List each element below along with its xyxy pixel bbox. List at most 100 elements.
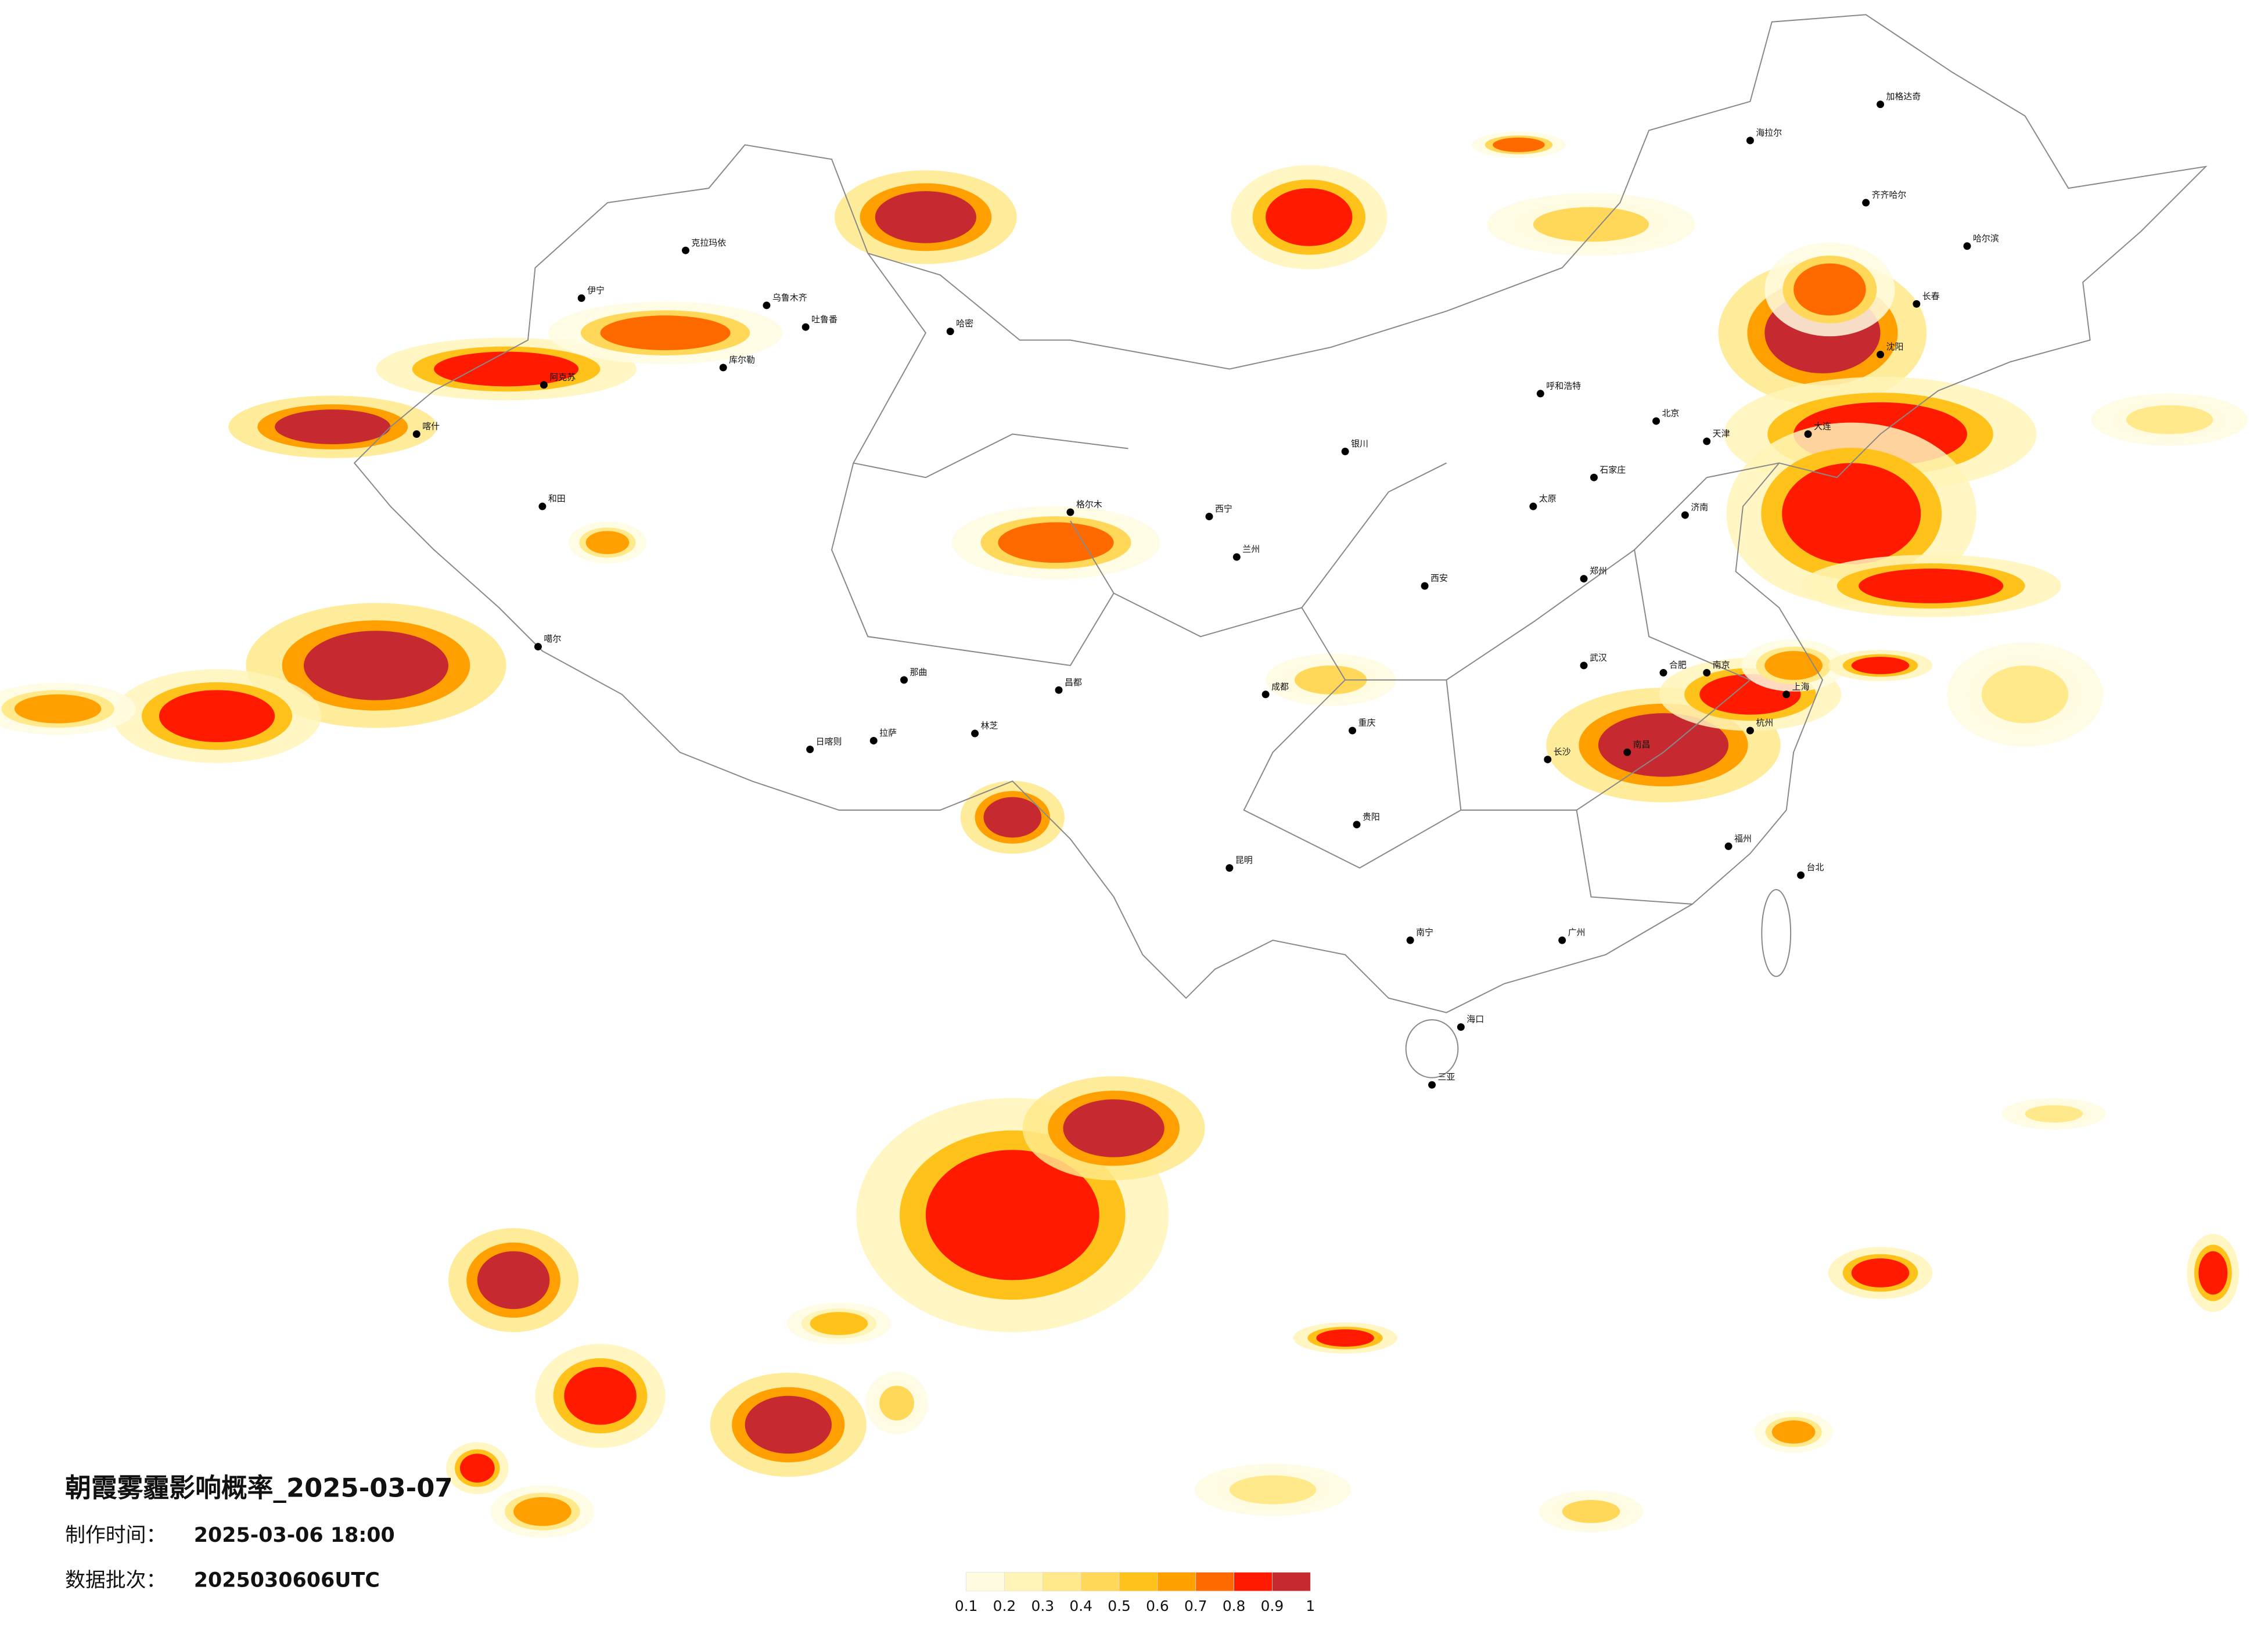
province-borders	[831, 253, 1780, 905]
city-dot	[1055, 686, 1063, 694]
city-label: 上海	[1792, 681, 1810, 692]
heat-core	[2025, 1105, 2083, 1123]
city-dot	[1782, 690, 1791, 699]
heat-core	[1598, 713, 1729, 777]
batch-value: 2025030606UTC	[194, 1569, 380, 1592]
heat-core	[1851, 1258, 1910, 1287]
city-label: 三亚	[1437, 1072, 1455, 1082]
heat-core	[303, 631, 449, 700]
city-label: 哈尔滨	[1973, 233, 1999, 243]
city-label: 喀什	[422, 421, 440, 431]
city-label: 长春	[1922, 291, 1940, 301]
city-label: 长沙	[1554, 746, 1571, 757]
city-dot	[1353, 821, 1361, 829]
batch-label: 数据批次：	[65, 1569, 166, 1592]
city-label: 乌鲁木齐	[772, 292, 807, 303]
city-label: 石家庄	[1600, 465, 1626, 475]
legend-tick-label: 1	[1306, 1598, 1315, 1614]
city-dot	[1225, 864, 1234, 872]
city-dot	[1797, 871, 1805, 879]
city-dot	[763, 301, 771, 310]
city-dot	[1421, 582, 1429, 590]
heat-core	[983, 797, 1042, 838]
city-dot	[540, 381, 548, 389]
city-label: 兰州	[1242, 544, 1260, 555]
heat-core	[564, 1366, 637, 1425]
city-dot	[1261, 690, 1270, 699]
city-dot	[1746, 726, 1754, 735]
legend-swatch	[1234, 1572, 1273, 1592]
legend-swatch	[1272, 1572, 1311, 1592]
city-dot	[534, 643, 542, 651]
city-dot	[869, 737, 878, 744]
legend-swatch	[1004, 1572, 1043, 1592]
city-label: 那曲	[910, 667, 927, 677]
city-label: 伊宁	[587, 285, 605, 296]
city-dot	[1558, 936, 1566, 944]
heat-core	[879, 1386, 914, 1420]
city-dot	[1529, 502, 1537, 510]
city-dot	[1703, 437, 1711, 445]
city-label: 昌都	[1065, 677, 1082, 688]
city-label: 福州	[1734, 833, 1752, 844]
heat-core	[159, 690, 275, 742]
heat-core	[1771, 1420, 1816, 1444]
city-dot	[1580, 661, 1588, 670]
city-dot	[1659, 668, 1667, 677]
heat-core	[513, 1497, 572, 1526]
city-label: 西宁	[1215, 503, 1232, 514]
city-dot	[1066, 508, 1074, 516]
city-label: 南京	[1713, 660, 1730, 670]
city-dot	[1746, 136, 1754, 145]
heat-core	[1493, 137, 1545, 152]
city-label: 大连	[1814, 421, 1831, 431]
city-dot	[1652, 417, 1660, 425]
city-dot	[1724, 842, 1733, 850]
city-dot	[1349, 726, 1357, 735]
legend-tick-label: 0.6	[1146, 1598, 1169, 1614]
heat-core	[1851, 657, 1910, 674]
legend-swatch	[1157, 1572, 1196, 1592]
city-label: 库尔勒	[729, 354, 755, 365]
city-label: 西安	[1430, 573, 1448, 584]
legend-tick-label: 0.7	[1184, 1598, 1207, 1614]
city-label: 克拉玛依	[691, 238, 726, 248]
heat-core	[585, 531, 630, 555]
city-dot	[719, 364, 727, 372]
city-label: 格尔木	[1076, 499, 1102, 510]
city-dot	[1580, 575, 1588, 583]
city-label: 哈密	[956, 318, 973, 329]
hainan-border	[1405, 1019, 1459, 1078]
heat-core	[1533, 207, 1649, 242]
city-dot	[1590, 473, 1598, 481]
heat-core	[2198, 1251, 2228, 1295]
city-dot	[946, 328, 954, 336]
city-dot	[1681, 511, 1689, 519]
city-label: 日喀则	[816, 736, 842, 747]
city-label: 海拉尔	[1756, 127, 1782, 138]
city-label: 广州	[1568, 927, 1586, 938]
city-label: 昆明	[1235, 855, 1253, 865]
heat-core	[998, 522, 1114, 563]
legend-tick-label: 0.8	[1223, 1598, 1246, 1614]
city-dot	[801, 323, 810, 331]
heat-core	[810, 1312, 868, 1336]
heat-core	[1782, 463, 1921, 564]
city-label: 南宁	[1416, 927, 1433, 938]
heat-core	[1764, 651, 1823, 680]
city-dot	[900, 676, 908, 684]
city-label: 成都	[1271, 681, 1289, 692]
city-dot	[1457, 1023, 1465, 1031]
issue-time-value: 2025-03-06 18:00	[194, 1524, 395, 1547]
city-dot	[1341, 447, 1349, 455]
heat-core	[14, 694, 102, 724]
city-dot	[1536, 390, 1544, 398]
country-outline	[353, 14, 2208, 1078]
legend-tick-label: 0.3	[1031, 1598, 1055, 1614]
city-dot	[577, 294, 585, 302]
legend-tick-label: 0.4	[1069, 1598, 1092, 1614]
city-label: 呼和浩特	[1546, 380, 1581, 391]
city-label: 阿克苏	[549, 372, 576, 382]
issue-time-label: 制作时间：	[65, 1524, 166, 1547]
